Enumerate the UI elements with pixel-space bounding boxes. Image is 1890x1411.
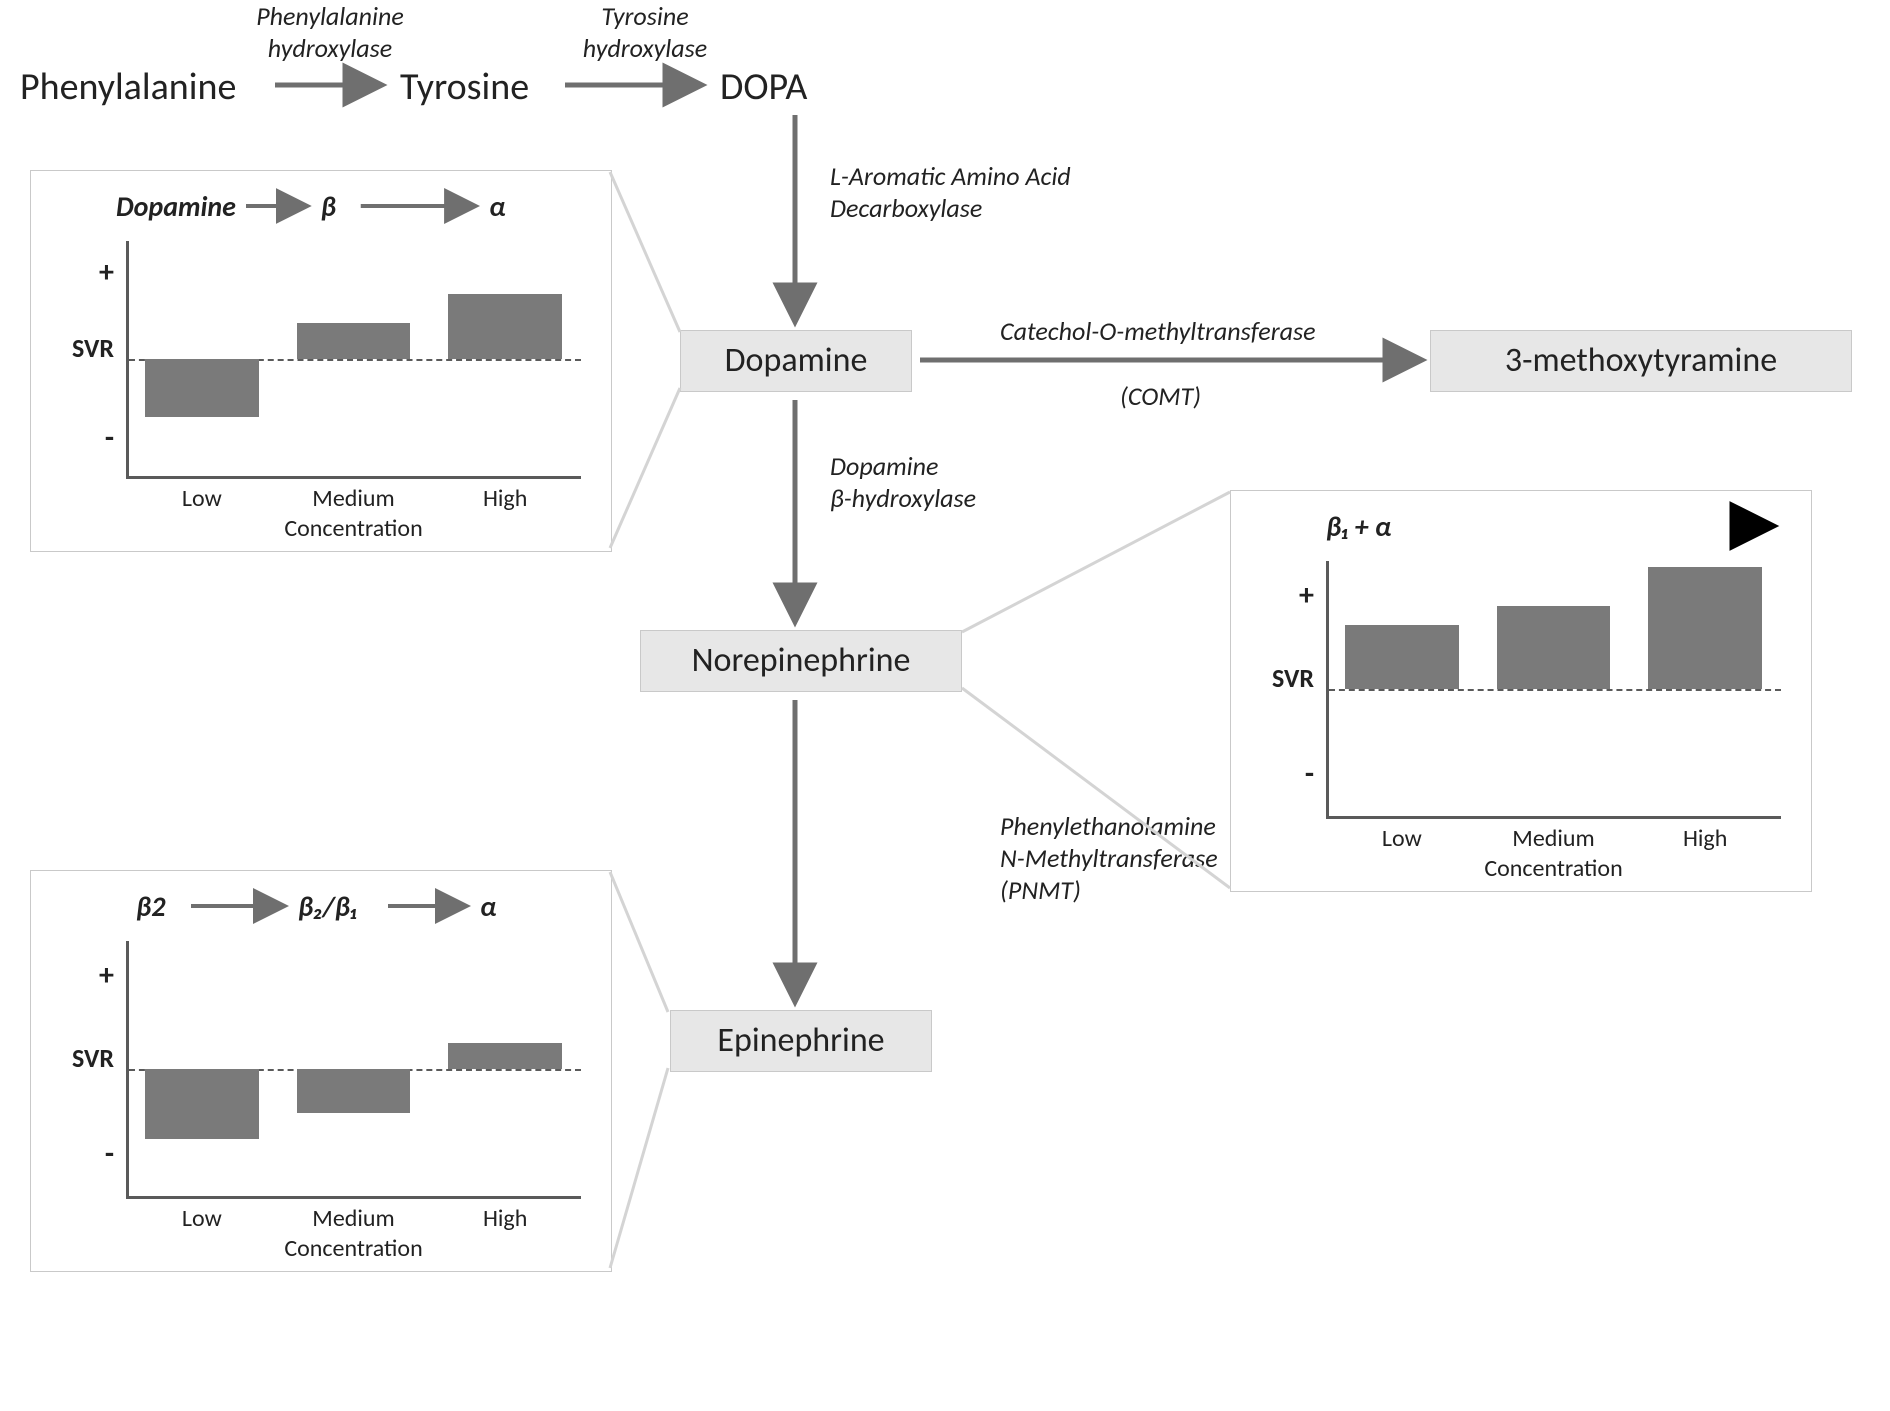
chart-bar bbox=[145, 359, 259, 418]
chart-bar bbox=[1345, 625, 1459, 689]
chart-dopamine: Dopamineβα +SVR-LowMediumHighConcentrati… bbox=[30, 170, 612, 552]
node-norepinephrine-label: Norepinephrine bbox=[692, 640, 911, 681]
chart-xtick: High bbox=[429, 1204, 581, 1233]
chart-bar bbox=[145, 1069, 259, 1139]
chart-xtick: High bbox=[1629, 824, 1781, 853]
chart-xtick: Low bbox=[1326, 824, 1478, 853]
enzyme-pnmt: Phenylethanolamine N-Methyltransferase (… bbox=[1000, 810, 1218, 906]
chart-xlabel: Concentration bbox=[126, 514, 581, 543]
node-tyrosine: Tyrosine bbox=[400, 64, 529, 110]
enzyme-comt-abbr: (COMT) bbox=[1120, 380, 1201, 412]
diagram-stage: Phenylalanine Tyrosine DOPA Phenylalanin… bbox=[0, 0, 1890, 1411]
enzyme-tyr-hydroxylase: Tyrosine hydroxylase bbox=[570, 0, 720, 64]
chart-ylabel: - bbox=[105, 1135, 114, 1172]
chart-ylabel: SVR bbox=[1272, 662, 1314, 694]
chart-ylabel: - bbox=[1305, 755, 1314, 792]
chart-bar bbox=[1497, 606, 1611, 689]
chart-xtick: Medium bbox=[278, 1204, 430, 1233]
chart-bar bbox=[448, 1043, 562, 1069]
chart-bar bbox=[297, 323, 411, 358]
callout-norepi-top bbox=[962, 492, 1230, 632]
node-epinephrine-label: Epinephrine bbox=[717, 1020, 884, 1061]
node-norepinephrine: Norepinephrine bbox=[640, 630, 962, 692]
node-dopamine: Dopamine bbox=[680, 330, 912, 392]
callout-epi-bot bbox=[610, 1068, 668, 1268]
enzyme-dbh: Dopamine β-hydroxylase bbox=[830, 450, 976, 514]
chart-xlabel: Concentration bbox=[1326, 854, 1781, 883]
chart-xtick: Medium bbox=[1478, 824, 1630, 853]
callout-dopamine-top bbox=[610, 172, 680, 332]
chart-xtick: High bbox=[429, 484, 581, 513]
node-dopa: DOPA bbox=[720, 64, 807, 110]
chart-ylabel: SVR bbox=[72, 332, 114, 364]
callout-dopamine-bot bbox=[610, 388, 680, 548]
enzyme-laaad: L-Aromatic Amino Acid Decarboxylase bbox=[830, 160, 1071, 224]
enzyme-phe-hydroxylase: Phenylalanine hydroxylase bbox=[245, 0, 415, 64]
chart-bar bbox=[448, 294, 562, 359]
chart-ylabel: SVR bbox=[72, 1042, 114, 1074]
chart-ylabel: - bbox=[105, 419, 114, 456]
chart-bar bbox=[297, 1069, 411, 1114]
chart-ylabel: + bbox=[99, 254, 114, 291]
chart-xtick: Medium bbox=[278, 484, 430, 513]
chart-ylabel: + bbox=[99, 957, 114, 994]
chart-xlabel: Concentration bbox=[126, 1234, 581, 1263]
node-epinephrine: Epinephrine bbox=[670, 1010, 932, 1072]
enzyme-comt: Catechol-O-methyltransferase bbox=[1000, 315, 1316, 347]
node-3-methoxytyramine: 3-methoxytyramine bbox=[1430, 330, 1852, 392]
chart-norepinephrine: β₁ + α+SVR-LowMediumHighConcentration bbox=[1230, 490, 1812, 892]
chart-epinephrine: β2β₂/β₁α +SVR-LowMediumHighConcentration bbox=[30, 870, 612, 1272]
node-phenylalanine: Phenylalanine bbox=[20, 64, 236, 110]
chart-xtick: Low bbox=[126, 1204, 278, 1233]
callout-epi-top bbox=[610, 872, 668, 1012]
chart-ylabel: + bbox=[1299, 577, 1314, 614]
chart-xtick: Low bbox=[126, 484, 278, 513]
node-3-methoxytyramine-label: 3-methoxytyramine bbox=[1505, 340, 1777, 381]
node-dopamine-label: Dopamine bbox=[725, 340, 868, 381]
chart-bar bbox=[1648, 567, 1762, 688]
